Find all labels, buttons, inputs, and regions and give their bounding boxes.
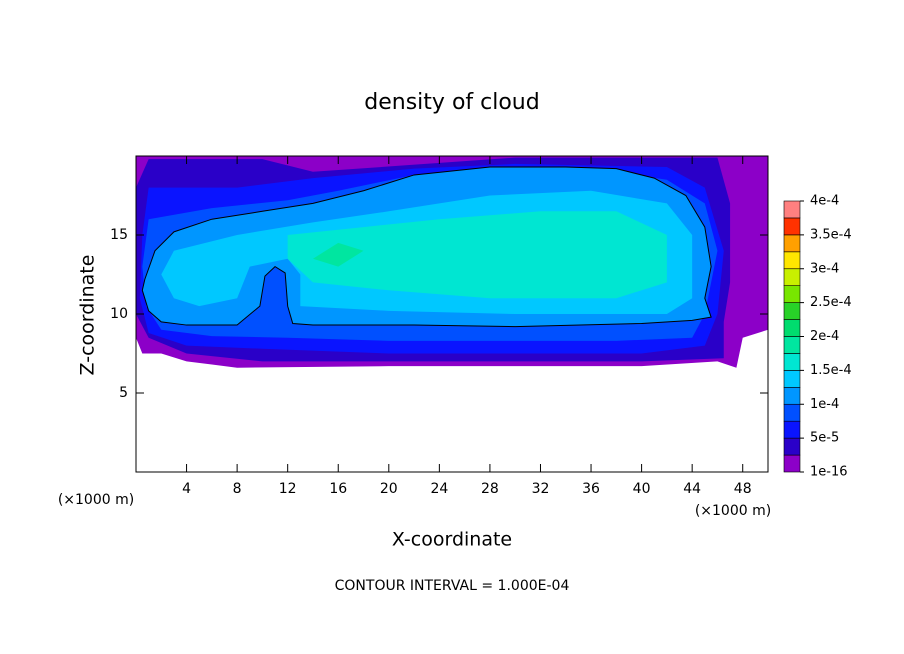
- colorbar-tick-label: 1e-16: [810, 465, 848, 480]
- colorbar-tick-label: 4e-4: [810, 194, 839, 209]
- colorbar-box: [783, 420, 801, 439]
- x-tick-label: 32: [532, 481, 550, 497]
- colorbar-box: [783, 251, 801, 270]
- y-tick-label: 15: [110, 227, 128, 243]
- colorbar-tick-label: 5e-5: [810, 431, 839, 446]
- colorbar-box: [783, 302, 801, 320]
- contour-line: [141, 166, 712, 328]
- x-tick-label: 16: [329, 481, 347, 497]
- x-tick-label: 12: [279, 481, 297, 497]
- colorbar-box: [783, 268, 801, 286]
- colorbar-tick-label: 2e-4: [810, 329, 839, 344]
- contour-interval: CONTOUR INTERVAL = 1.000E-04: [335, 578, 570, 594]
- colorbar-tick-label: 2.5e-4: [810, 295, 852, 310]
- colorbar-box: [783, 336, 801, 354]
- x-tick-label: 28: [481, 481, 499, 497]
- colorbar-box: [783, 370, 801, 388]
- x-tick-label: 20: [380, 481, 398, 497]
- y-tick-label: 10: [110, 306, 128, 322]
- x-tick-label: 40: [633, 481, 651, 497]
- colorbar-tick-label: 1.5e-4: [810, 363, 852, 378]
- colorbar-tick-label: 3.5e-4: [810, 227, 852, 242]
- colorbar-box: [783, 437, 801, 456]
- x-tick-label: 4: [182, 481, 191, 497]
- contour-fill: [312, 242, 364, 267]
- x-tick-label: 8: [233, 481, 242, 497]
- x-unit: (×1000 m): [695, 503, 771, 519]
- colorbar-box: [783, 454, 801, 473]
- x-tick-label: 48: [734, 481, 752, 497]
- colorbar-box: [783, 200, 801, 219]
- colorbar-box: [783, 387, 801, 405]
- colorbar-box: [783, 403, 801, 422]
- colorbar-tick-label: 1e-4: [810, 397, 839, 412]
- colorbar-box: [783, 234, 801, 253]
- contour-fill: [287, 211, 667, 299]
- x-tick-label: 24: [430, 481, 448, 497]
- y-tick-label: 5: [119, 385, 128, 401]
- x-tick-label: 36: [582, 481, 600, 497]
- colorbar-tick-label: 3e-4: [810, 261, 839, 276]
- y-unit: (×1000 m): [58, 492, 134, 508]
- chart-title: density of cloud: [364, 90, 539, 115]
- colorbar-box: [783, 319, 801, 337]
- colorbar-box: [783, 217, 801, 236]
- x-tick-label: 44: [683, 481, 701, 497]
- colorbar-box: [783, 285, 801, 303]
- x-axis-label: X-coordinate: [392, 529, 512, 551]
- colorbar-box: [783, 353, 801, 371]
- y-axis-label: Z-coordinate: [77, 255, 99, 376]
